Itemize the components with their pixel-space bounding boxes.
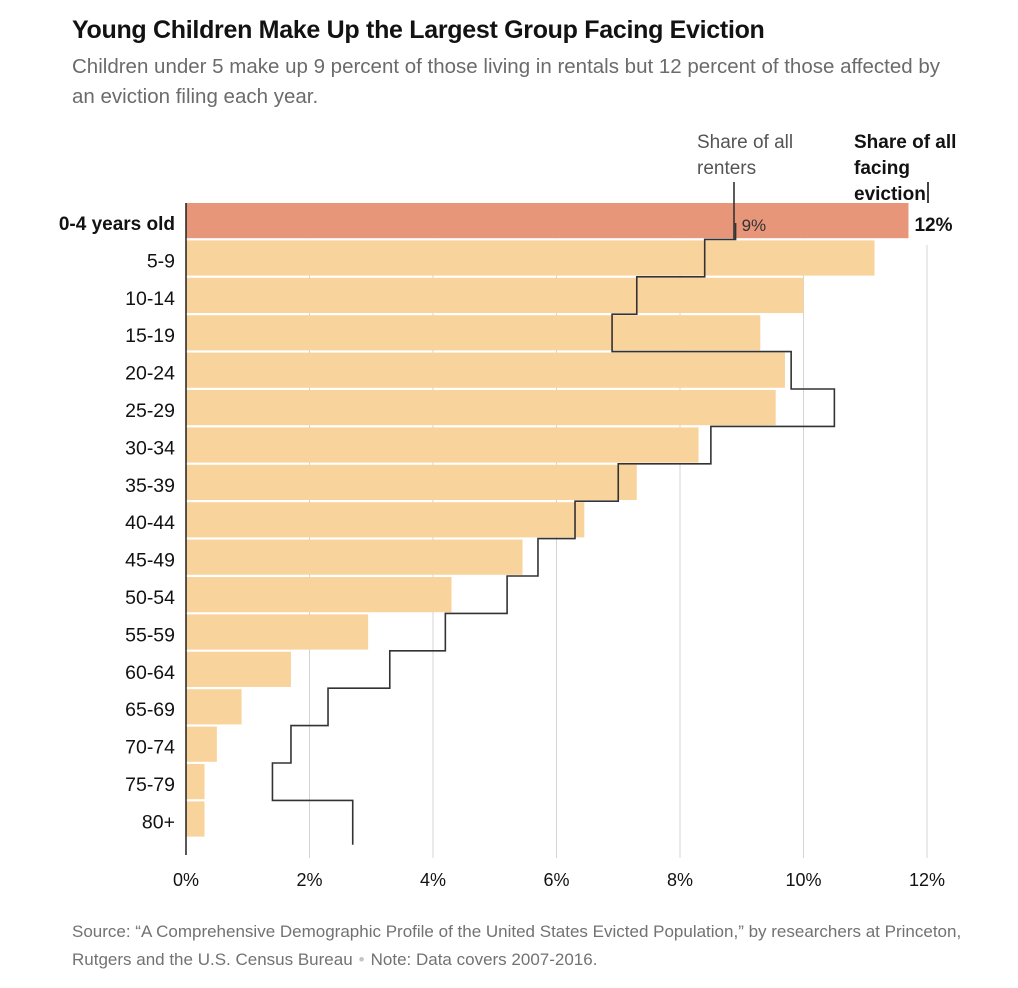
renters-value-label: 9% [742,216,767,235]
category-label: 40-44 [125,512,175,534]
category-labels: 0-4 years old 5-9 10-14 15-19 20-24 25-29 30-3… [59,214,175,833]
category-label: 10-14 [125,288,175,310]
eviction-annotation: Share of all facing eviction [854,132,956,205]
bar-35-39 [186,465,637,500]
eviction-value-label: 12% [914,215,952,236]
bar-70-74 [186,727,217,762]
bar-60-64 [186,652,291,687]
bar-5-9 [186,240,875,275]
category-label: 70-74 [125,737,175,759]
bar-30-34 [186,427,699,462]
bar-75-79 [186,764,205,799]
category-label: 75-79 [125,774,175,796]
category-label: 25-29 [125,400,175,422]
bar-10-14 [186,278,804,313]
bar-65-69 [186,689,242,724]
eviction-bars [186,203,908,837]
category-label: 20-24 [125,363,175,385]
footer-separator: • [353,950,371,969]
data-note: Note: Data covers 2007-2016. [371,950,598,969]
bar-55-59 [186,614,368,649]
bar-80- [186,801,205,836]
annotation-line: eviction [854,184,926,205]
bar-50-54 [186,577,452,612]
category-label: 45-49 [125,550,175,572]
category-label: 30-34 [125,437,175,459]
bar-0-4-years-old [186,203,908,238]
x-tick-label: 4% [420,870,446,890]
bar-20-24 [186,353,785,388]
category-label: 50-54 [125,587,175,609]
category-label: 5-9 [147,250,175,272]
category-label: 65-69 [125,699,175,721]
bar-25-29 [186,390,776,425]
category-label: 55-59 [125,624,175,646]
renters-annotation: Share of all renters [697,132,793,179]
x-tick-label: 6% [543,870,569,890]
category-label: 15-19 [125,325,175,347]
x-tick-label: 10% [785,870,821,890]
bar-40-44 [186,502,584,537]
eviction-age-chart: 9% 12% 0-4 years old 5-9 10-14 15-19 20-24 25-… [0,0,1018,900]
chart-footer: Source: “A Comprehensive Demographic Pro… [72,918,972,974]
x-tick-label: 2% [296,870,322,890]
x-tick-label: 8% [667,870,693,890]
category-label: 0-4 years old [59,214,175,235]
category-label: 35-39 [125,475,175,497]
annotation-line: renters [697,158,756,179]
annotation-line: facing [854,158,910,179]
annotation-line: Share of all [697,132,793,153]
category-label: 60-64 [125,662,175,684]
x-tick-label: 12% [909,870,945,890]
bar-45-49 [186,540,523,575]
bar-15-19 [186,315,760,350]
x-tick-label: 0% [173,870,199,890]
category-label: 80+ [142,811,175,833]
annotation-line: Share of all [854,132,956,153]
